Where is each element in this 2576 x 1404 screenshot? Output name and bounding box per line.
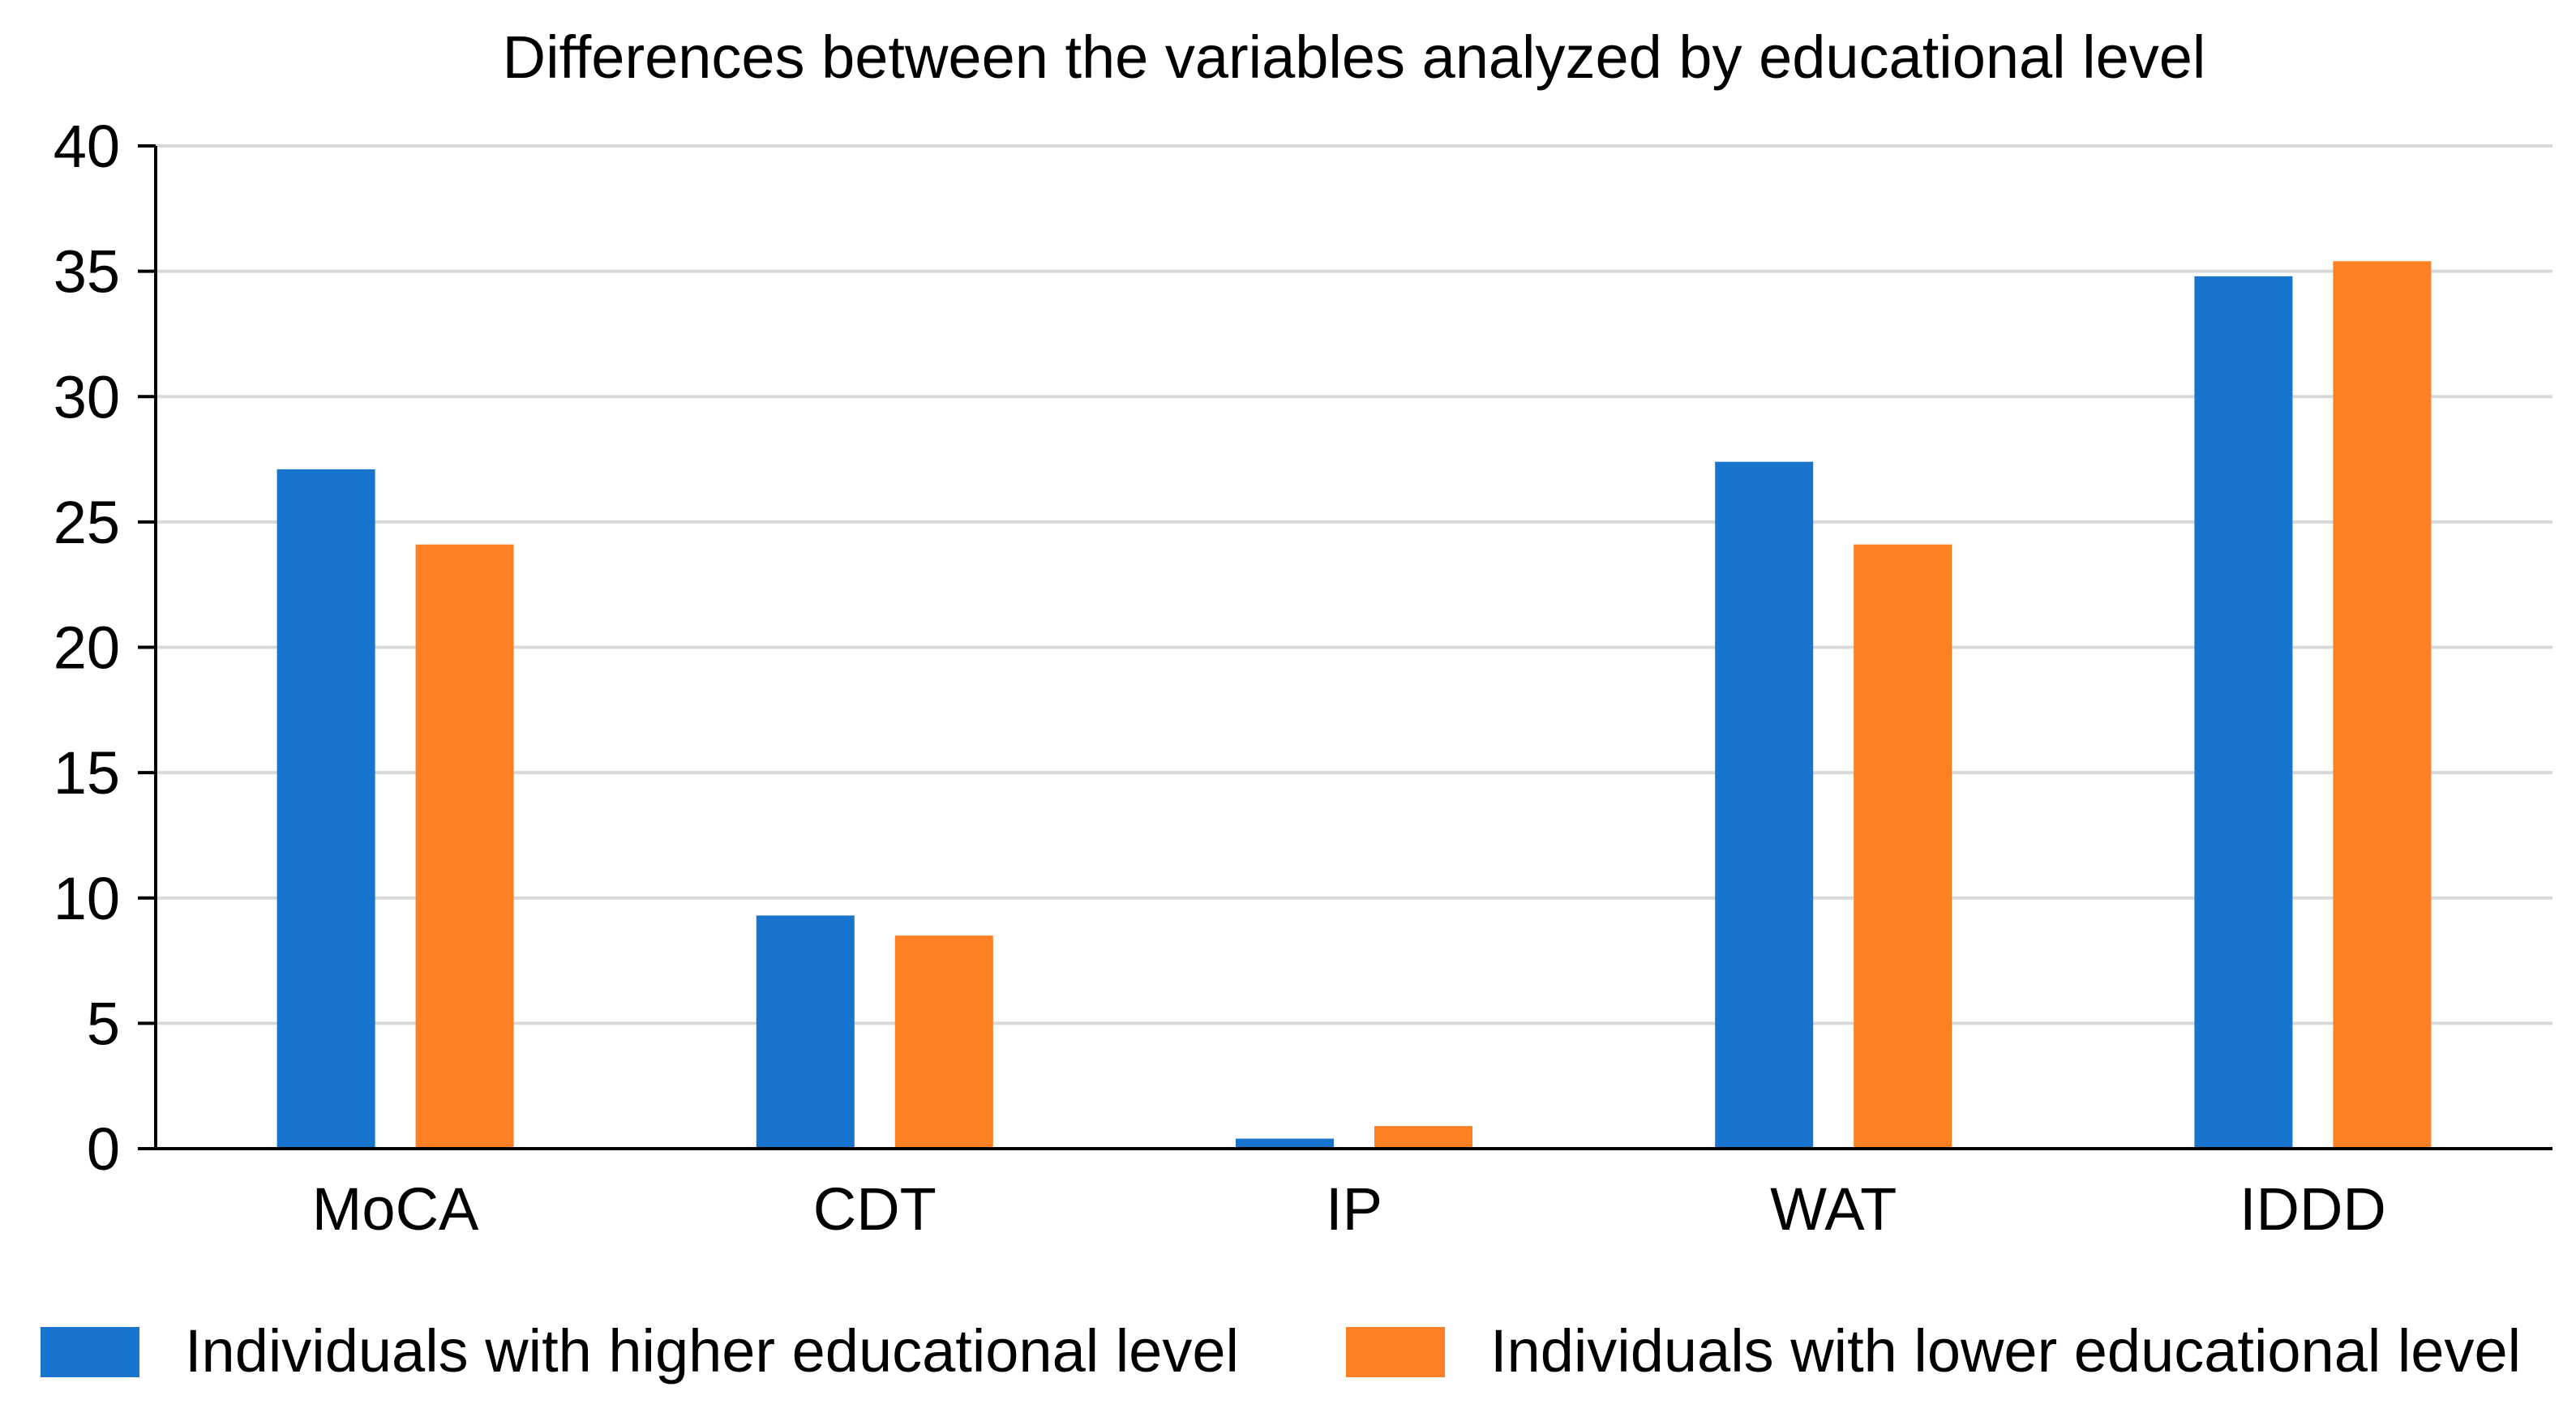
y-tick-label: 10	[54, 865, 120, 932]
bar-iddd-series-2	[2333, 261, 2432, 1149]
bar-cdt-series-1	[756, 915, 855, 1149]
y-tick-label: 40	[54, 113, 120, 180]
y-tick-label: 25	[54, 489, 120, 556]
x-tick-label: WAT	[1770, 1175, 1897, 1243]
bar-ip-series-2	[1374, 1126, 1472, 1149]
x-tick-labels: MoCA CDT IP WAT IDDD	[312, 1175, 2386, 1243]
axes	[138, 144, 2552, 1150]
bar-moca-series-2	[415, 544, 514, 1149]
y-tick-label: 20	[54, 614, 120, 682]
x-tick-label: CDT	[813, 1175, 937, 1243]
bar-wat-series-2	[1854, 544, 1952, 1149]
x-tick-label: MoCA	[312, 1175, 479, 1243]
x-tick-label: IDDD	[2240, 1175, 2386, 1243]
bar-iddd-series-1	[2194, 276, 2293, 1149]
grid-lines	[156, 144, 2552, 1025]
legend-swatch-series-2	[1346, 1327, 1445, 1377]
chart-title: Differences between the variables analyz…	[503, 24, 2206, 91]
bar-wat-series-1	[1715, 461, 1814, 1149]
x-tick-label: IP	[1326, 1175, 1382, 1243]
legend-label-series-1: Individuals with higher educational leve…	[185, 1317, 1239, 1385]
legend-label-series-2: Individuals with lower educational level	[1490, 1317, 2521, 1385]
legend: Individuals with higher educational leve…	[41, 1317, 2521, 1385]
y-tick-label: 15	[54, 739, 120, 807]
bar-cdt-series-2	[894, 935, 993, 1149]
bar-ip-series-1	[1236, 1138, 1334, 1149]
y-tick-label: 30	[54, 363, 120, 430]
bars	[276, 261, 2432, 1149]
y-tick-labels: 0 5 10 15 20 25 30 35 40	[54, 113, 120, 1183]
legend-swatch-series-1	[41, 1327, 139, 1377]
y-tick-label: 5	[87, 990, 120, 1057]
y-tick-label: 35	[54, 238, 120, 306]
bar-moca-series-1	[276, 469, 375, 1149]
y-tick-label: 0	[87, 1115, 120, 1183]
